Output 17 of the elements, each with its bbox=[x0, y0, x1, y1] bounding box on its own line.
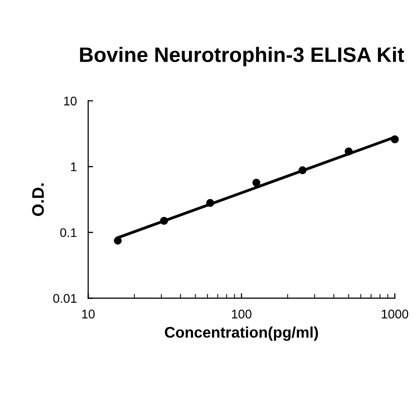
x-tick-label: 10 bbox=[82, 310, 95, 318]
y-tick-label: 0.01 bbox=[53, 294, 76, 303]
chart-title: Bovine Neurotrophin-3 ELISA Kit bbox=[80, 46, 404, 66]
x-tick-label: 1000 bbox=[382, 310, 408, 318]
point bbox=[206, 199, 214, 207]
point bbox=[160, 216, 168, 225]
point bbox=[298, 166, 306, 174]
point bbox=[114, 236, 122, 245]
x-axis-title: Concentration(pg/ml) bbox=[164, 326, 318, 341]
y-tick-label: 10 bbox=[64, 96, 77, 106]
y-tick-label: 0.1 bbox=[60, 228, 76, 238]
point bbox=[344, 147, 353, 156]
y-tick-label: 1 bbox=[71, 162, 76, 172]
point bbox=[390, 135, 399, 144]
point bbox=[252, 178, 260, 187]
x-tick-label: 100 bbox=[232, 310, 252, 318]
y-axis-title: O.D. bbox=[32, 184, 44, 216]
